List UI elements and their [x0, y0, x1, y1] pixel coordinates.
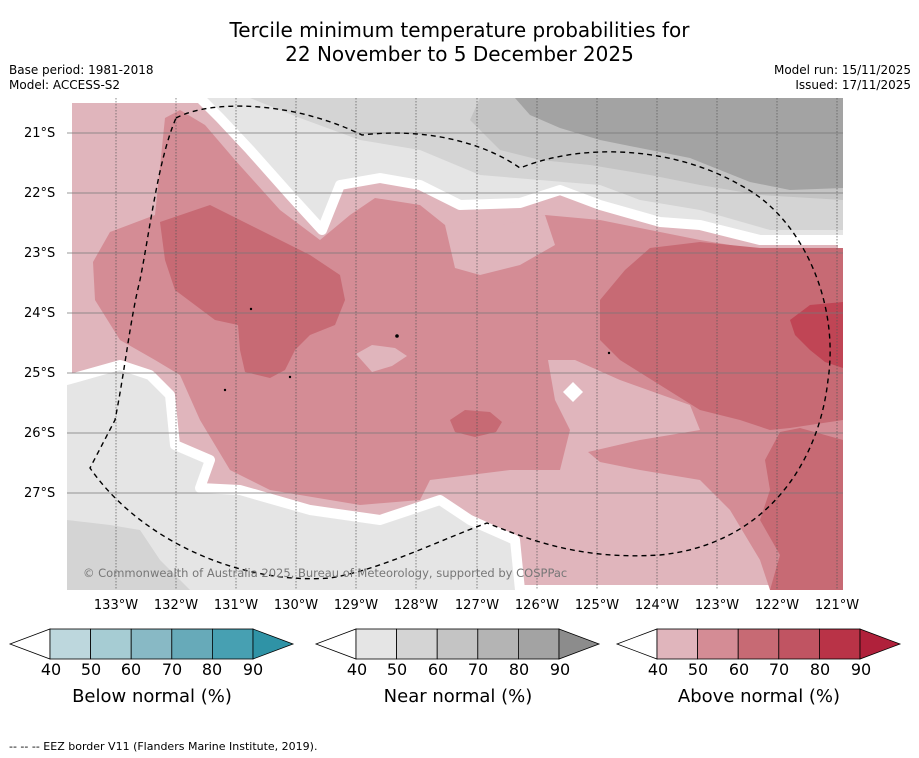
footnote-eez: -- -- -- EEZ border V11 (Flanders Marine…: [9, 740, 318, 753]
lat-label-23s: 23°S: [24, 246, 56, 261]
probability-map: © Commonwealth of Australia 2025, Bureau…: [67, 98, 843, 590]
lon-label-131w: 131°W: [213, 598, 259, 613]
above-normal-80-region: [790, 302, 843, 368]
below-tick-70: 70: [161, 660, 183, 679]
above-normal-colorbar-segment: [697, 628, 739, 660]
lat-label-21s: 21°S: [24, 126, 56, 141]
above-normal-title: Above normal (%): [677, 686, 841, 707]
above-normal-40-island-small: [356, 345, 407, 372]
model-name: Model: ACCESS-S2: [9, 78, 121, 92]
below-normal-colorbar-segment: [211, 628, 254, 660]
lon-label-123w: 123°W: [694, 598, 740, 613]
near-tick-50: 50: [386, 660, 408, 679]
title-line-2: 22 November to 5 December 2025: [285, 42, 634, 66]
above-normal-60-region-southeast: [760, 428, 843, 590]
map-title: Tercile minimum temperature probabilitie…: [0, 18, 919, 66]
colorbars: [8, 628, 902, 660]
lat-label-26s: 26°S: [24, 426, 56, 441]
above-normal-colorbar-segment: [737, 628, 780, 660]
near-tick-80: 80: [508, 660, 530, 679]
near-tick-90: 90: [549, 660, 571, 679]
below-tick-50: 50: [80, 660, 102, 679]
title-line-1: Tercile minimum temperature probabilitie…: [229, 18, 690, 42]
islands: [223, 307, 611, 392]
near-normal-diamond: [563, 382, 583, 402]
below-tick-80: 80: [201, 660, 223, 679]
lat-label-25s: 25°S: [24, 366, 56, 381]
lon-label-122w: 122°W: [754, 598, 800, 613]
lon-gridlines: [115, 98, 838, 590]
below-normal-colorbar-segment: [130, 628, 173, 660]
near-normal-colorbar-segment: [396, 628, 438, 660]
eez-border-line: [89, 105, 831, 580]
near-normal-colorbar-segment: [436, 628, 479, 660]
lon-label-125w: 125°W: [574, 598, 620, 613]
above-normal-50-region: [93, 110, 843, 590]
near-tick-70: 70: [467, 660, 489, 679]
below-tick-60: 60: [120, 660, 142, 679]
near-tick-60: 60: [427, 660, 449, 679]
near-normal-colorbar-segment: [355, 628, 397, 660]
below-tick-40: 40: [40, 660, 62, 679]
below-normal-colorbar-low-extend: [8, 628, 51, 660]
below-normal-colorbar-segment: [49, 628, 91, 660]
near-normal-colorbar: [314, 628, 601, 660]
issued-date: Issued: 17/11/2025: [795, 78, 911, 92]
above-tick-70: 70: [768, 660, 790, 679]
lon-label-132w: 132°W: [153, 598, 199, 613]
near-normal-title: Near normal (%): [383, 686, 533, 707]
lon-label-124w: 124°W: [634, 598, 680, 613]
below-tick-90: 90: [242, 660, 264, 679]
lon-label-133w: 133°W: [93, 598, 139, 613]
lat-gridlines: [67, 132, 843, 494]
below-normal-colorbar-high-extend: [252, 628, 295, 660]
above-normal-60-region-west: [160, 205, 345, 378]
base-period: Base period: 1981-2018: [9, 63, 154, 77]
above-tick-90: 90: [850, 660, 872, 679]
lat-label-27s: 27°S: [24, 486, 56, 501]
above-normal-colorbar-high-extend: [859, 628, 902, 660]
above-tick-80: 80: [809, 660, 831, 679]
below-normal-colorbar: [8, 628, 295, 660]
above-normal-60-region-south: [450, 410, 502, 437]
above-normal-colorbar-low-extend: [615, 628, 658, 660]
lon-label-121w: 121°W: [814, 598, 860, 613]
above-normal-40-island-center: [445, 215, 555, 275]
below-normal-colorbar-segment: [90, 628, 132, 660]
above-normal-60-region-east: [600, 242, 843, 430]
lon-label-128w: 128°W: [393, 598, 439, 613]
above-tick-40: 40: [647, 660, 669, 679]
near-tick-40: 40: [346, 660, 368, 679]
above-tick-50: 50: [687, 660, 709, 679]
lat-label-24s: 24°S: [24, 306, 56, 321]
above-tick-60: 60: [728, 660, 750, 679]
lat-label-22s: 22°S: [24, 186, 56, 201]
meta-right: Model run: 15/11/2025 Issued: 17/11/2025: [774, 63, 911, 93]
above-normal-colorbar: [615, 628, 902, 660]
above-normal-colorbar-segment: [778, 628, 820, 660]
near-normal-colorbar-segment: [518, 628, 560, 660]
above-normal-colorbar-segment: [656, 628, 698, 660]
lon-label-130w: 130°W: [273, 598, 319, 613]
near-normal-colorbar-low-extend: [314, 628, 357, 660]
copyright-text: © Commonwealth of Australia 2025, Bureau…: [83, 566, 567, 580]
near-normal-80-region: [515, 98, 843, 190]
below-normal-colorbar-segment: [171, 628, 213, 660]
model-run: Model run: 15/11/2025: [773, 63, 911, 77]
above-normal-colorbar-segment: [819, 628, 861, 660]
lon-label-126w: 126°W: [514, 598, 560, 613]
near-normal-50-bottom: [67, 520, 190, 590]
lon-label-129w: 129°W: [333, 598, 379, 613]
lon-label-127w: 127°W: [454, 598, 500, 613]
near-normal-colorbar-high-extend: [558, 628, 601, 660]
near-normal-colorbar-segment: [477, 628, 519, 660]
below-normal-title: Below normal (%): [72, 686, 232, 707]
meta-left: Base period: 1981-2018 Model: ACCESS-S2: [9, 63, 154, 93]
